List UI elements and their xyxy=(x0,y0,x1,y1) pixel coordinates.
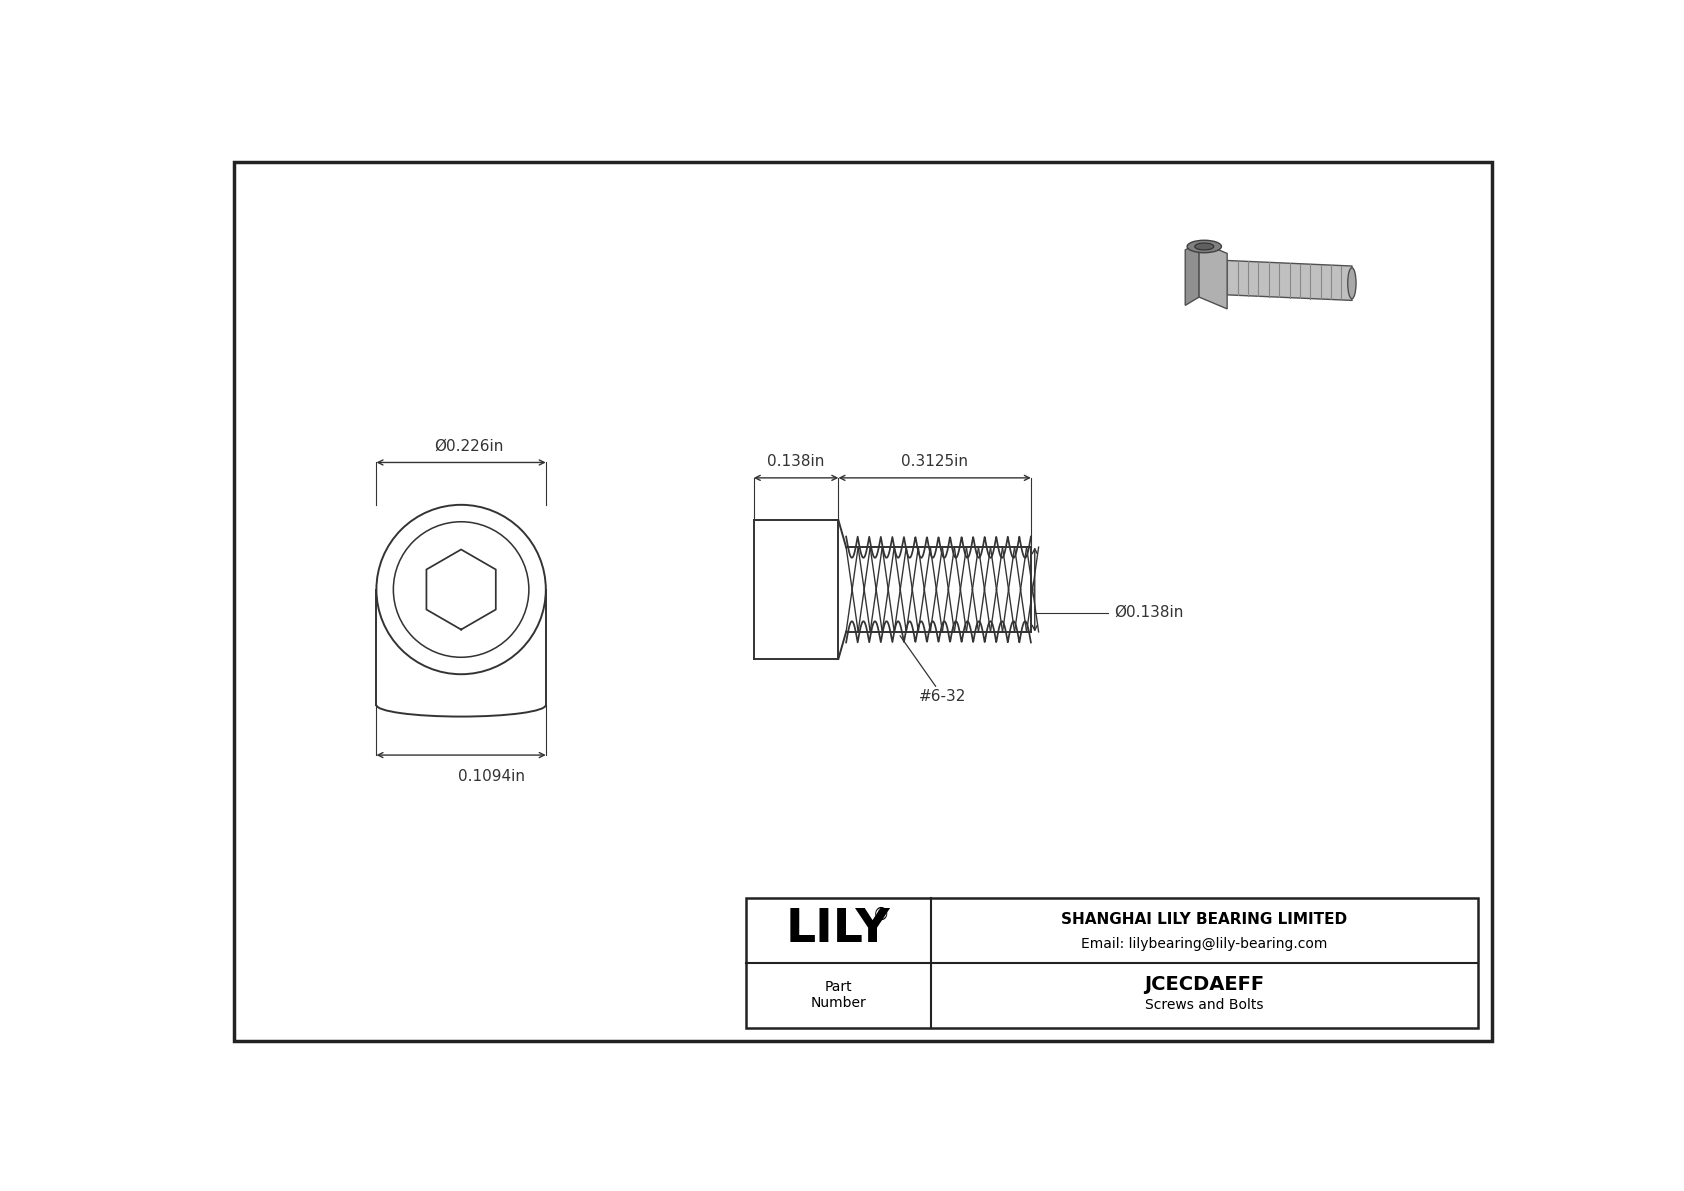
Ellipse shape xyxy=(1347,268,1356,299)
Text: JCECDAEFF: JCECDAEFF xyxy=(1143,975,1265,994)
Text: Ø0.226in: Ø0.226in xyxy=(434,438,504,454)
Polygon shape xyxy=(1228,261,1352,300)
Text: 0.3125in: 0.3125in xyxy=(901,454,968,468)
Polygon shape xyxy=(1199,242,1228,308)
Ellipse shape xyxy=(1194,243,1214,250)
Text: #6-32: #6-32 xyxy=(899,636,967,704)
Text: 0.1094in: 0.1094in xyxy=(458,769,525,784)
Circle shape xyxy=(394,522,529,657)
Text: ®: ® xyxy=(872,905,889,923)
Circle shape xyxy=(377,505,546,674)
Text: SHANGHAI LILY BEARING LIMITED: SHANGHAI LILY BEARING LIMITED xyxy=(1061,911,1347,927)
Ellipse shape xyxy=(1187,241,1221,252)
Text: Ø0.138in: Ø0.138in xyxy=(1115,605,1184,621)
Text: 0.138in: 0.138in xyxy=(768,454,825,468)
Polygon shape xyxy=(1186,242,1199,305)
Text: Email: lilybearing@lily-bearing.com: Email: lilybearing@lily-bearing.com xyxy=(1081,936,1327,950)
Bar xyxy=(746,898,1477,1028)
Text: LILY: LILY xyxy=(786,908,891,953)
Text: Screws and Bolts: Screws and Bolts xyxy=(1145,998,1263,1012)
Text: Part
Number: Part Number xyxy=(810,980,866,1010)
